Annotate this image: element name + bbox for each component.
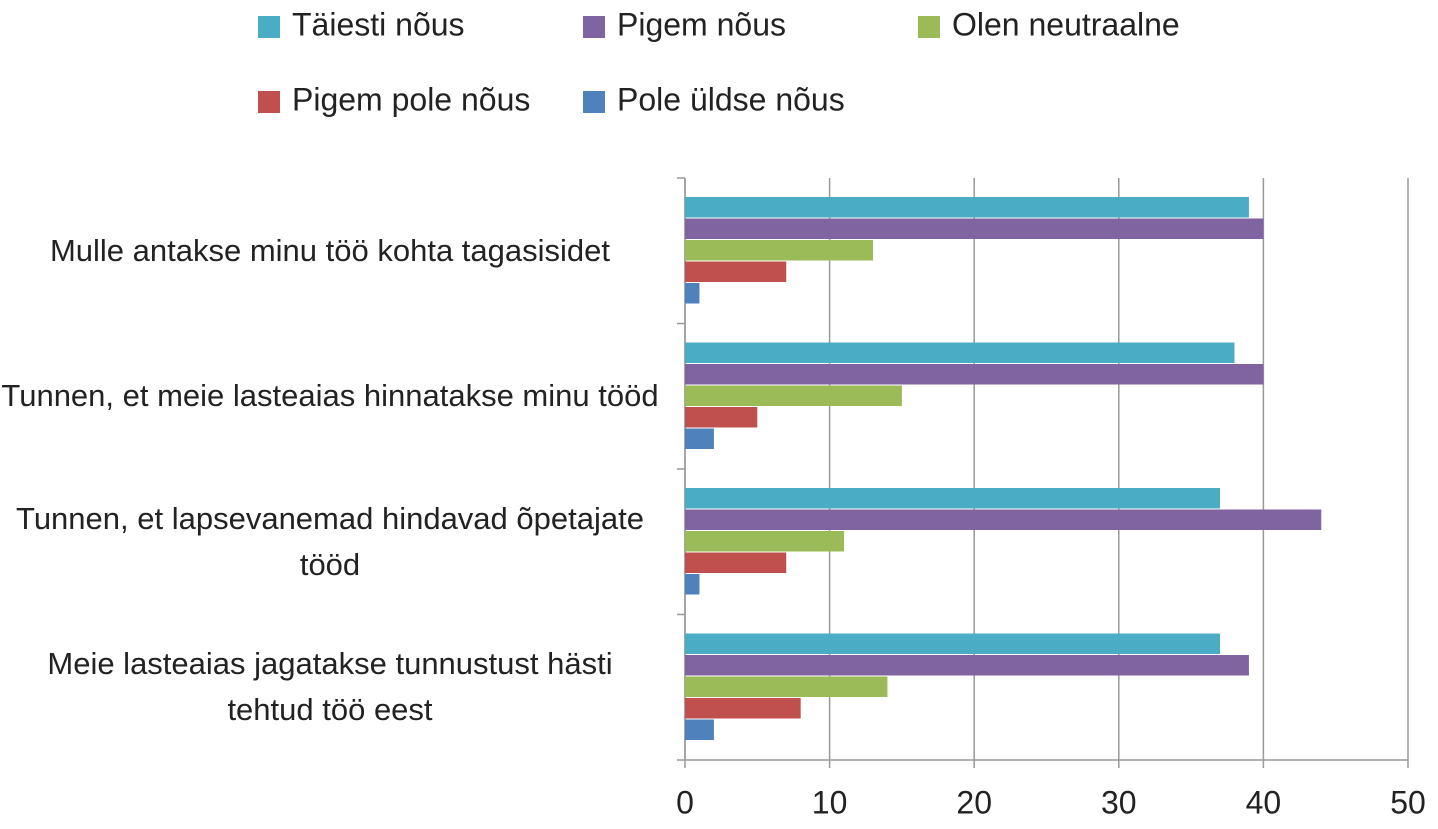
legend-label: Pigem nõus: [617, 6, 786, 42]
bar: [685, 364, 1264, 385]
bar: [685, 552, 787, 573]
legend-swatch: [258, 91, 280, 113]
bar: [685, 197, 1249, 218]
bar: [685, 218, 1264, 239]
legend-label: Olen neutraalne: [952, 6, 1180, 42]
bar: [685, 509, 1322, 530]
legend-swatch: [918, 16, 940, 38]
y-tick-label: Tunnen, et meie lasteaias hinnatakse min…: [1, 378, 659, 414]
bar: [685, 574, 700, 595]
bar: [685, 698, 801, 719]
bar: [685, 342, 1235, 363]
legend-swatch: [583, 91, 605, 113]
legend-label: Pole üldse nõus: [617, 81, 845, 117]
x-tick-label: 40: [1246, 784, 1282, 820]
bar: [685, 531, 845, 552]
bar: [685, 240, 873, 261]
x-tick-label: 10: [812, 784, 848, 820]
bar: [685, 676, 888, 697]
y-tick-label: Meie lasteaias jagatakse tunnustust häst…: [47, 646, 613, 728]
legend-swatch: [583, 16, 605, 38]
bar: [685, 385, 902, 406]
bar: [685, 407, 758, 428]
legend-swatch: [258, 16, 280, 38]
legend-label: Pigem pole nõus: [292, 81, 530, 117]
bar: [685, 261, 787, 282]
bar: [685, 428, 714, 449]
x-tick-label: 20: [956, 784, 992, 820]
legend-label: Täiesti nõus: [292, 6, 465, 42]
bar: [685, 719, 714, 740]
y-tick-label: Tunnen, et lapsevanemad hindavad õpetaja…: [16, 500, 644, 582]
x-tick-label: 0: [676, 784, 694, 820]
bar: [685, 655, 1249, 676]
x-tick-label: 30: [1101, 784, 1137, 820]
bar: [685, 488, 1221, 509]
x-tick-label: 50: [1390, 784, 1426, 820]
bar: [685, 283, 700, 304]
y-tick-label: Mulle antakse minu töö kohta tagasisidet: [49, 232, 611, 268]
bar: [685, 633, 1221, 654]
